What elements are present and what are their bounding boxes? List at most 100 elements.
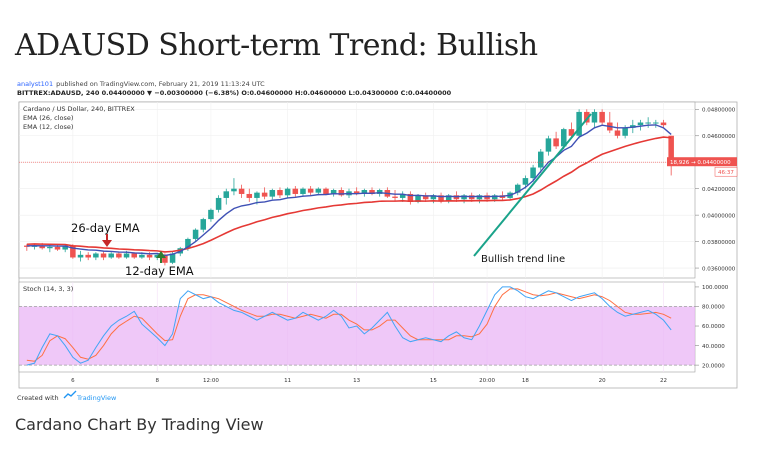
candle-body [614, 130, 621, 136]
chart-image: analyst101 published on TradingView.com, … [15, 78, 753, 404]
ema26-annotation: 26-day EMA [71, 221, 140, 235]
candle-body [139, 254, 145, 258]
legend-instrument: Cardano / US Dollar, 240, BITTREX [23, 105, 135, 113]
candle-body [545, 138, 552, 152]
ema12-annotation: 12-day EMA [125, 264, 194, 278]
candle-body [215, 197, 222, 210]
candle-body [445, 195, 452, 201]
candle-body [476, 195, 483, 200]
publisher-line: analyst101 published on TradingView.com, … [17, 80, 265, 88]
candle-body [192, 229, 199, 239]
candle-body [200, 219, 207, 230]
arrow-up-icon [156, 251, 166, 263]
legend-ema12: EMA (12, close) [23, 123, 73, 131]
price-tick-label: 0.03800000 [702, 240, 736, 246]
candle-body [47, 246, 53, 249]
candle-body [315, 188, 322, 193]
candle-body [108, 253, 114, 258]
stoch-tick-label: 100.0000 [702, 285, 729, 291]
tradingview-logo-icon [63, 390, 77, 399]
candle-body [131, 253, 137, 258]
time-tick-label: 20:00 [479, 378, 495, 384]
candle-body [185, 238, 191, 249]
stoch-grid [19, 306, 695, 366]
candle-body [415, 195, 421, 202]
time-tick-label: 13 [353, 378, 360, 384]
last-price-label: 18,926 → 0.04400000 [670, 160, 731, 166]
candle-body [591, 111, 598, 123]
candle-body [100, 253, 107, 258]
candle-body [70, 245, 76, 258]
candle-body [530, 167, 536, 179]
candle-body [116, 253, 122, 258]
time-tick-label: 8 [155, 378, 159, 384]
candle-body [407, 193, 414, 202]
stoch-k-line [26, 286, 672, 366]
stoch-band [19, 306, 695, 366]
time-tick-label: 22 [660, 378, 667, 384]
time-tick-label: 15 [430, 378, 437, 384]
candle-body [438, 195, 444, 201]
bullish-trend-line [473, 113, 592, 257]
candle-body [93, 253, 99, 258]
candle-body [430, 195, 437, 200]
candle-body [338, 190, 345, 196]
candle-body [576, 111, 582, 136]
candle-body [330, 190, 337, 194]
candle-body [154, 254, 160, 258]
price-tick-label: 0.04200000 [702, 187, 736, 193]
candle-body [54, 246, 61, 250]
candle-body [491, 195, 498, 200]
candle-body [208, 209, 214, 220]
ema-lines [19, 124, 695, 257]
candle-body [323, 188, 329, 194]
candle-body [307, 188, 314, 193]
stoch-axis: 100.0000 80.0000 60.0000 40.0000 20.0000 [695, 285, 729, 369]
candle-body [584, 111, 590, 123]
candle-body [146, 254, 153, 258]
ema12-line [26, 124, 672, 257]
candle-body [369, 190, 375, 194]
candle-body [300, 188, 306, 194]
stoch-tick-label: 40.0000 [702, 344, 725, 350]
price-tick-label: 0.03600000 [702, 266, 736, 272]
created-with-label: Created with [17, 394, 59, 402]
chart-caption: Cardano Chart By Trading View [15, 415, 264, 434]
price-tick-label: 0.04800000 [702, 107, 736, 113]
trend-annotation: Bullish trend line [481, 254, 565, 265]
candle-body [538, 151, 544, 168]
time-tick-label: 12:00 [203, 378, 219, 384]
candle-body [62, 245, 68, 250]
time-tick-label: 20 [599, 378, 606, 384]
candle-body [461, 195, 467, 200]
candle-body [254, 192, 260, 198]
candle-body [261, 192, 268, 197]
candle-body [353, 191, 360, 194]
candle-body [292, 188, 299, 194]
price-axis: 0.048000000.046000000.044000000.04200000… [667, 107, 738, 272]
countdown-label: 46:37 [718, 170, 734, 176]
candle-body [514, 184, 521, 193]
candle-body [399, 193, 406, 198]
candle-body [238, 188, 245, 194]
time-tick-label: 11 [284, 378, 291, 384]
candle-body [668, 135, 674, 163]
candle-body [39, 245, 45, 249]
stoch-tick-label: 80.0000 [702, 305, 725, 311]
candle-body [24, 245, 30, 247]
countdown-badge [714, 166, 738, 177]
candle-body [622, 127, 628, 136]
stoch-indicator [26, 286, 672, 366]
candle-body [85, 254, 91, 258]
candle-body [522, 178, 529, 185]
candle-body [561, 129, 567, 147]
legend-ema26: EMA (26, close) [23, 114, 73, 122]
tradingview-brand: TradingView [76, 394, 117, 402]
candle-body [637, 122, 644, 126]
candle-body [284, 188, 291, 196]
candle-body [169, 253, 176, 263]
time-tick-label: 18 [522, 378, 529, 384]
annotations: 26-day EMA 12-day EMA Bullish trend line [71, 113, 592, 278]
tradingview-credit: Created with TradingView [17, 390, 117, 402]
symbol-line: BITTREX:ADAUSD, 240 0.04400000 ▼ −0.0030… [17, 89, 452, 97]
